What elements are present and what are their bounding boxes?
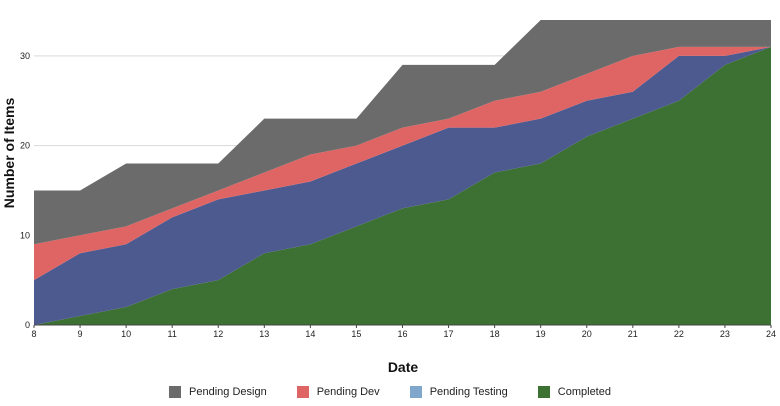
area-series [34,20,771,325]
x-tick-label: 18 [490,329,500,339]
x-tick-label: 21 [628,329,638,339]
legend-item-pending-design: Pending Design [169,386,267,398]
legend-item-completed: Completed [537,386,611,398]
legend-swatch [296,386,309,398]
x-tick-label: 12 [213,329,223,339]
x-tick-label: 13 [259,329,269,339]
area-completed [34,46,771,325]
x-tick-labels: 8 9 10 11 12 13 14 15 16 17 18 19 20 21 22 23 24 [31,325,776,339]
y-axis-title: Number of Items [1,98,17,209]
legend-swatch [169,386,182,398]
x-axis-title: Date [388,359,419,375]
legend: Pending Design Pending Dev Pending Testing… [0,386,780,398]
x-tick-label: 8 [31,329,36,339]
x-tick-label: 22 [674,329,684,339]
x-tick-label: 23 [720,329,730,339]
y-tick-label: 20 [20,141,30,151]
y-tick-label: 30 [20,51,30,61]
x-tick-label: 24 [766,329,776,339]
area-pending-design [34,20,771,245]
x-tick-label: 14 [305,329,315,339]
legend-swatch [409,386,422,398]
area-pending-testing [34,46,771,325]
x-tick-label: 9 [78,329,83,339]
x-tick-label: 19 [536,329,546,339]
legend-label: Pending Testing [429,386,508,398]
legend-item-pending-testing: Pending Testing [409,386,508,398]
legend-swatch [537,386,550,398]
y-tick-label: 10 [20,230,30,240]
x-tick-label: 17 [444,329,454,339]
legend-label: Pending Design [189,386,267,398]
x-tick-label: 15 [351,329,361,339]
x-tick-label: 11 [168,329,177,339]
legend-label: Pending Dev [316,386,380,398]
y-tick-labels: 0 10 20 30 [20,51,30,330]
y-tick-label: 0 [25,320,30,330]
x-tick-label: 16 [397,329,407,339]
legend-item-pending-dev: Pending Dev [296,386,380,398]
x-tick-label: 20 [582,329,592,339]
x-tick-label: 10 [121,329,131,339]
legend-label: Completed [557,386,611,398]
